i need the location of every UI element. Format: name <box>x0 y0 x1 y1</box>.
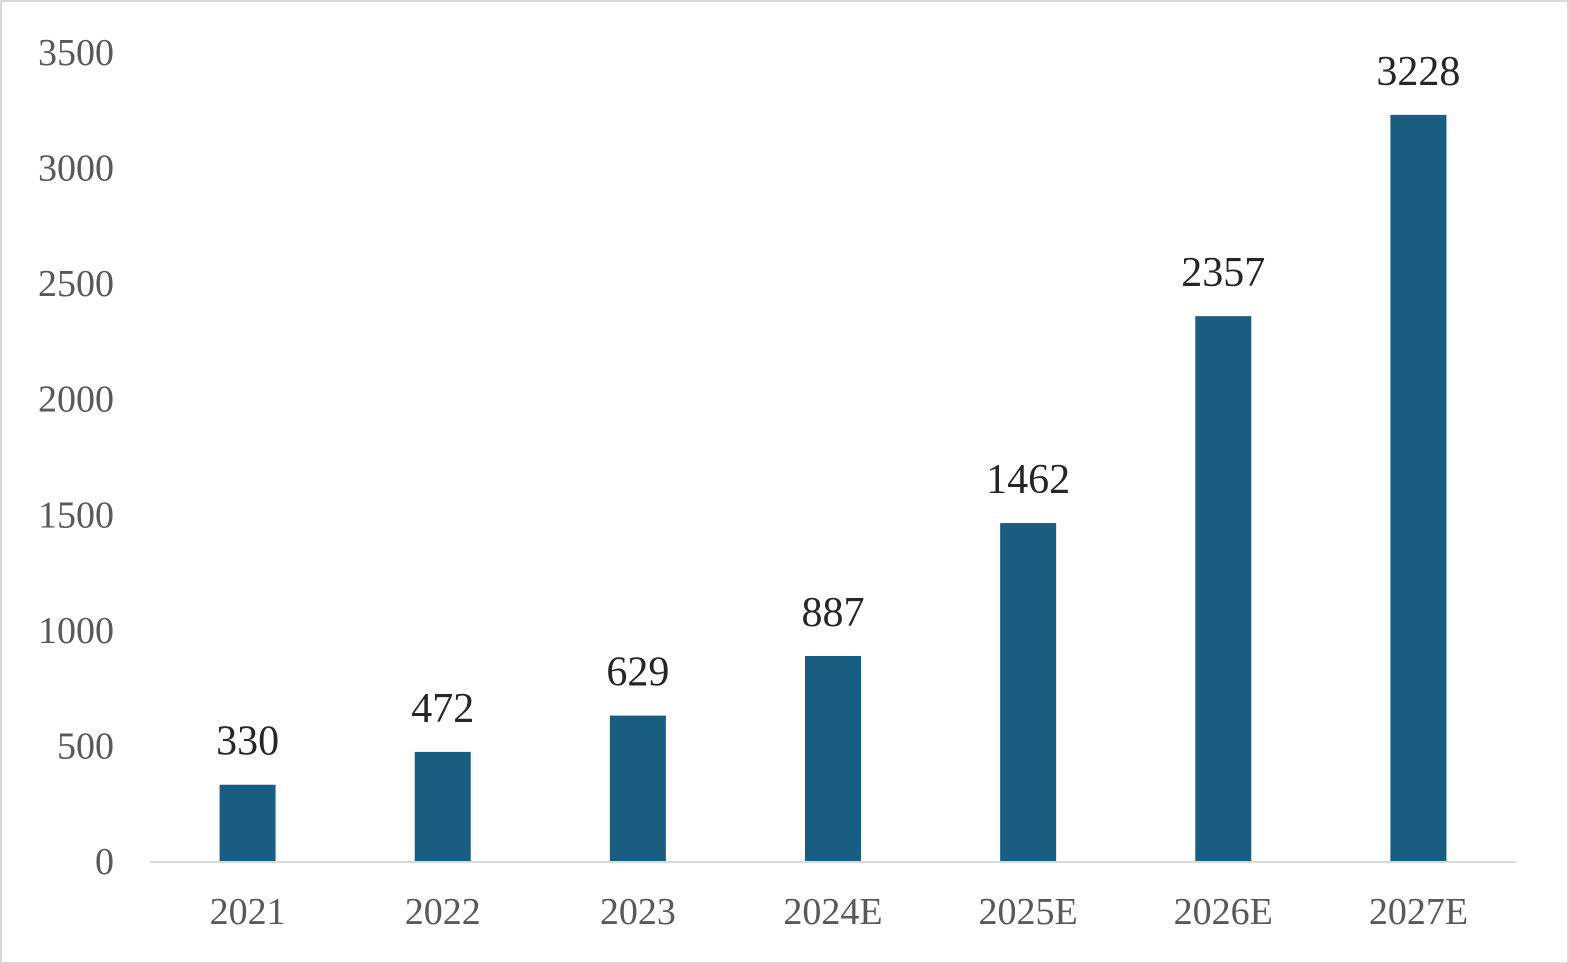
data-label-2022: 472 <box>411 686 474 732</box>
y-tick-label: 0 <box>95 841 114 883</box>
x-tick-label: 2021 <box>210 891 286 933</box>
x-tick-label: 2022 <box>405 891 481 933</box>
data-label-2021: 330 <box>216 719 279 765</box>
data-label-2026E: 2357 <box>1181 250 1265 296</box>
bar-2023 <box>609 715 666 861</box>
x-tick-label: 2026E <box>1174 891 1273 933</box>
y-tick-label: 2000 <box>38 379 114 421</box>
x-tick-label: 2024E <box>783 891 882 933</box>
bar-2024E <box>805 655 861 861</box>
bar-2026E <box>1195 316 1252 861</box>
y-tick-label: 1000 <box>38 610 114 652</box>
data-label-2027E: 3228 <box>1376 49 1460 95</box>
bar-2022 <box>414 751 471 861</box>
bar-2025E <box>1000 523 1057 861</box>
y-tick-label: 1500 <box>38 494 114 536</box>
x-axis-ticks: 2021 2022 2023 2024E 2025E 2026E 2027E <box>210 891 1468 933</box>
bars <box>219 114 1447 862</box>
x-tick-label: 2023 <box>600 891 676 933</box>
data-label-2024E: 887 <box>802 590 865 636</box>
bar-2021 <box>219 784 276 861</box>
y-tick-label: 3000 <box>38 148 114 190</box>
data-labels: 330 472 629 887 1462 2357 3228 <box>216 49 1460 765</box>
y-tick-label: 500 <box>57 725 114 767</box>
y-tick-label: 3500 <box>38 32 114 74</box>
y-axis-ticks: 0 500 1000 1500 2000 2500 3000 3500 <box>38 32 114 883</box>
x-tick-label: 2025E <box>979 891 1078 933</box>
bar-2027E <box>1390 114 1447 862</box>
data-label-2025E: 1462 <box>986 457 1070 503</box>
x-tick-label: 2027E <box>1369 891 1468 933</box>
y-tick-label: 2500 <box>38 263 114 305</box>
data-label-2023: 629 <box>606 650 669 696</box>
